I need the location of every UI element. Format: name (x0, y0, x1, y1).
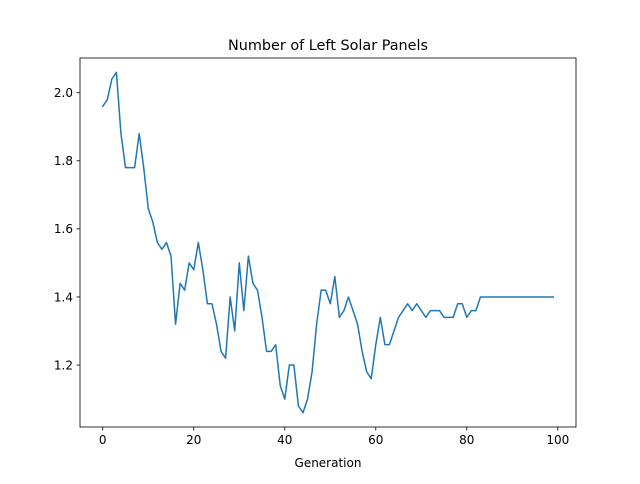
y-tick-label: 1.8 (54, 154, 73, 168)
y-tick-label: 1.6 (54, 222, 73, 236)
y-tick-label: 1.4 (54, 290, 73, 304)
x-tick-label: 0 (99, 433, 107, 447)
x-tick-label: 80 (459, 433, 474, 447)
x-tick-label: 100 (546, 433, 569, 447)
axes-frame (79, 57, 577, 428)
x-tick-label: 60 (368, 433, 383, 447)
series-line-0 (101, 71, 554, 414)
plot-area: 0 20 40 60 80 100 1.2 1.4 1.6 1.8 2.0 (54, 57, 577, 447)
y-tick-label: 1.2 (54, 358, 73, 372)
x-tick-label: 40 (277, 433, 292, 447)
x-axis-label: Generation (295, 456, 362, 470)
y-tick-label: 2.0 (54, 86, 73, 100)
chart-title: Number of Left Solar Panels (228, 38, 428, 54)
x-tick-label: 20 (186, 433, 201, 447)
